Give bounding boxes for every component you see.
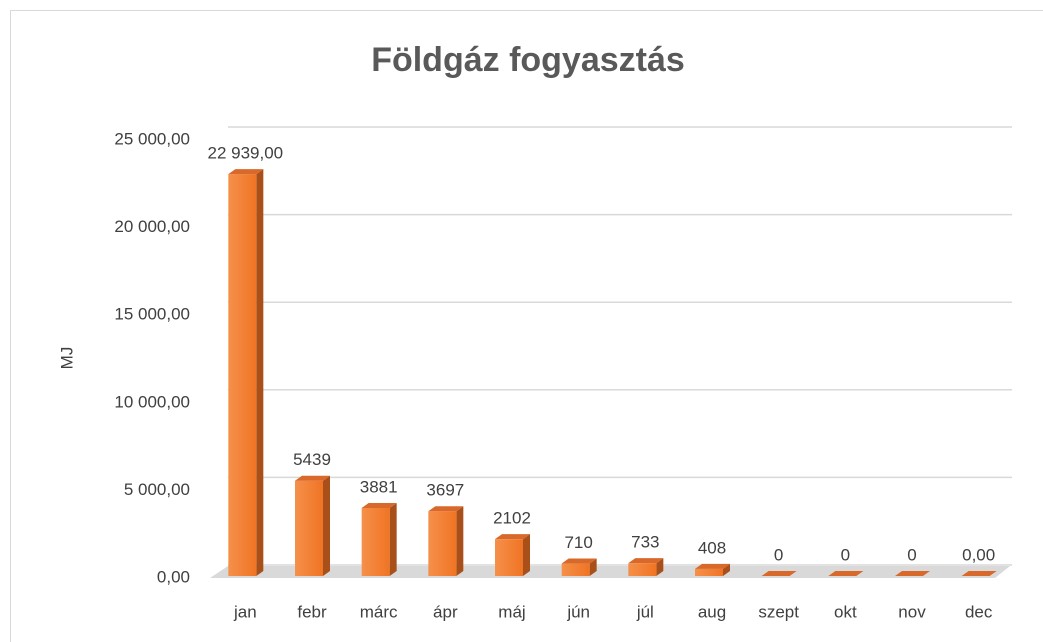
y-tick-label: 0,00	[157, 567, 190, 586]
x-tick-label: jún	[566, 602, 590, 621]
x-tick-label: máj	[498, 602, 525, 621]
data-label: 0	[907, 545, 916, 564]
bar-top	[895, 571, 930, 576]
bar	[295, 480, 323, 576]
bar	[495, 539, 523, 576]
x-tick-label: szept	[758, 602, 799, 621]
bar	[561, 563, 590, 576]
bar-side	[389, 503, 397, 576]
x-tick-label: dec	[965, 602, 993, 621]
x-tick-label: márc	[360, 602, 398, 621]
chart-title: Földgáz fogyasztás	[371, 41, 685, 79]
bar-top	[228, 169, 264, 175]
bar-side	[523, 534, 530, 576]
x-tick-label: nov	[898, 602, 926, 621]
data-label: 733	[631, 533, 659, 552]
y-tick-label: 15 000,00	[114, 305, 190, 324]
bar-top	[695, 563, 730, 569]
bar-side	[656, 558, 664, 576]
bar	[361, 508, 390, 576]
data-label: 0	[774, 545, 783, 564]
bar	[228, 174, 257, 577]
x-tick-label: júl	[636, 602, 654, 621]
bar-side	[256, 169, 264, 577]
data-label: 3881	[360, 477, 398, 496]
data-label: 3697	[426, 481, 464, 500]
x-tick-label: okt	[834, 602, 857, 621]
data-label: 408	[698, 538, 726, 557]
y-tick-label: 5 000,00	[124, 480, 190, 499]
y-tick-label: 20 000,00	[114, 217, 190, 236]
bar-top	[561, 558, 597, 564]
bar-top	[828, 571, 864, 576]
bar-top	[761, 571, 797, 576]
bar-side	[456, 506, 464, 576]
data-label: 0,00	[962, 545, 995, 564]
data-label: 710	[564, 533, 592, 552]
y-axis-label: MJ	[57, 347, 76, 370]
bar-top	[428, 506, 464, 512]
y-tick-label: 10 000,00	[114, 392, 190, 411]
bar-side	[323, 475, 330, 576]
x-tick-label: jan	[233, 602, 257, 621]
data-label: 0	[841, 545, 850, 564]
bar	[428, 511, 457, 576]
bar	[628, 563, 657, 576]
data-label: 22 939,00	[208, 144, 284, 163]
bar-top	[961, 571, 997, 576]
bar-top	[295, 475, 330, 481]
floor	[210, 566, 1010, 578]
y-tick-label: 25 000,00	[114, 129, 190, 148]
x-tick-label: ápr	[433, 602, 458, 621]
bar-side	[723, 563, 730, 576]
x-tick-label: febr	[297, 602, 327, 621]
bar	[695, 568, 723, 576]
bar-side	[589, 558, 597, 576]
data-label: 2102	[493, 509, 531, 528]
data-label: 5439	[293, 450, 331, 469]
bar-top	[361, 503, 397, 509]
bar-top	[495, 534, 530, 540]
bar-top	[628, 558, 664, 564]
x-tick-label: aug	[698, 602, 726, 621]
